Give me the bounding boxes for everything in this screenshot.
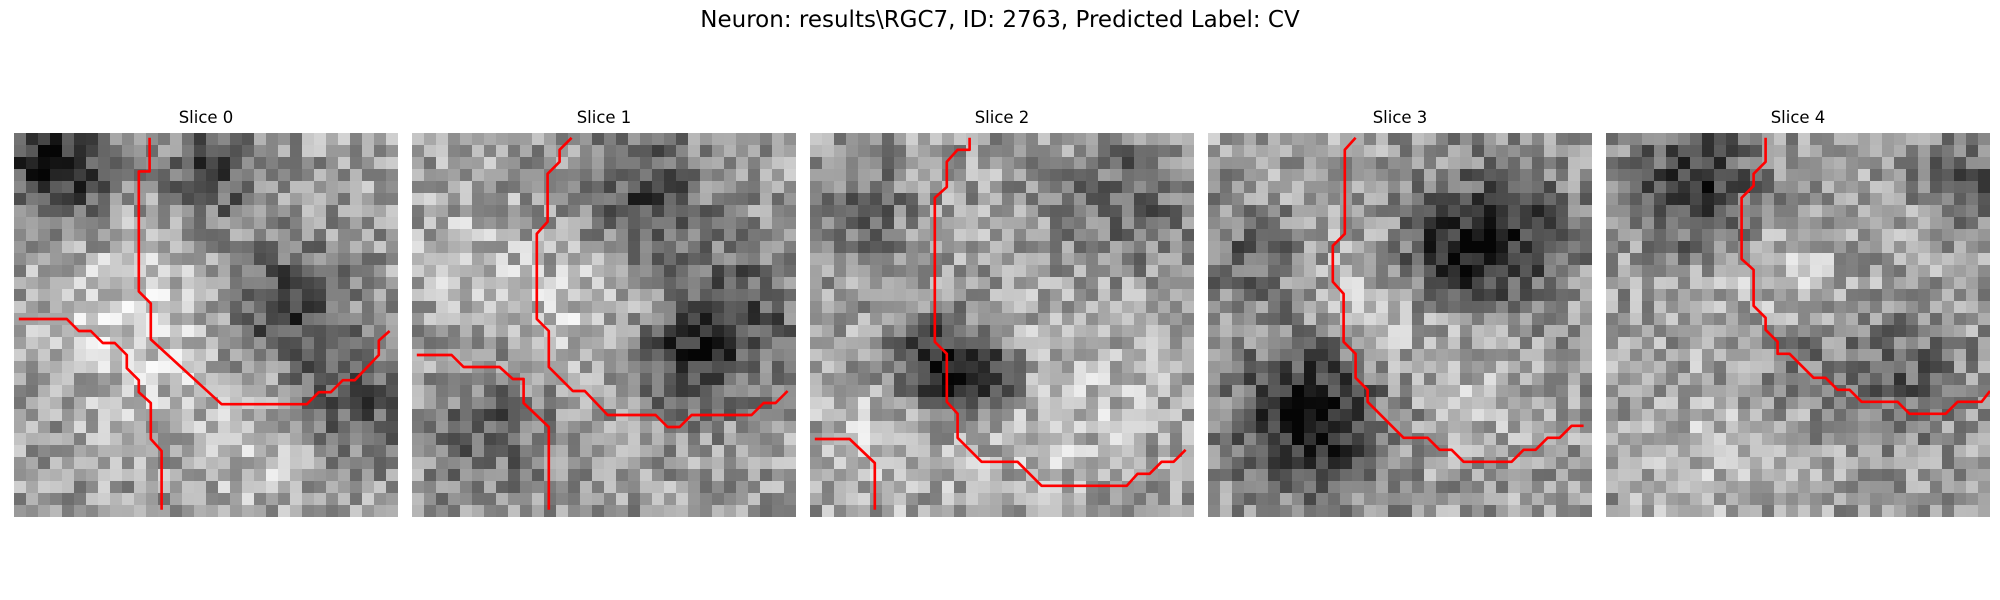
- trace-line-0: [137, 137, 391, 406]
- slice-title: Slice 2: [974, 108, 1030, 127]
- slice-title: Slice 1: [576, 108, 632, 127]
- slice-image: [1208, 133, 1592, 517]
- trace-line-0: [535, 136, 789, 429]
- trace-line-0: [1740, 137, 1990, 416]
- slice-title: Slice 3: [1372, 108, 1428, 127]
- slice-title: Slice 0: [178, 108, 234, 127]
- trace-line-1: [416, 353, 551, 510]
- slice-title: Slice 4: [1770, 108, 1826, 127]
- slice-image: [14, 133, 398, 517]
- slice-image: [810, 133, 1194, 517]
- trace-line-1: [814, 437, 877, 510]
- slice-image: [412, 133, 796, 517]
- trace-line-0: [933, 137, 1187, 488]
- slice-image: [1606, 133, 1990, 517]
- trace-line-0: [1331, 136, 1584, 464]
- figure-title: Neuron: results\RGC7, ID: 2763, Predicte…: [700, 7, 1300, 33]
- trace-line-1: [18, 317, 163, 510]
